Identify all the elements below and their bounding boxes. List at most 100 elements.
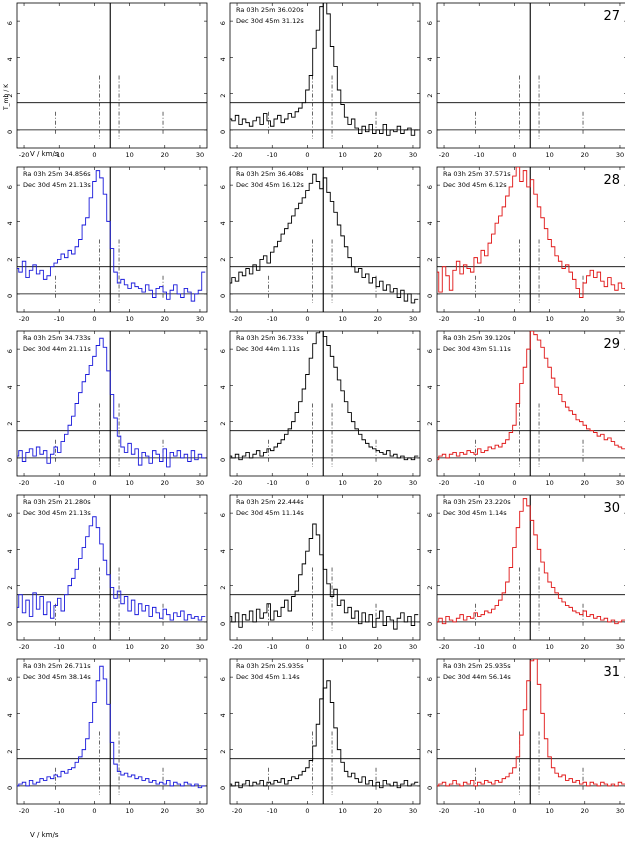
x-tick-label: 20 (374, 315, 382, 323)
x-tick-label: 20 (161, 807, 169, 815)
y-tick-label: 0 (426, 622, 434, 626)
dec-label: Dec 30d 45m 11.14s (236, 509, 304, 517)
spectrum-line (17, 170, 206, 302)
ra-label: Ra 03h 25m 39.120s (443, 334, 511, 342)
x-tick-label: -20 (439, 151, 450, 159)
ra-label: Ra 03h 25m 36.408s (236, 170, 304, 178)
y-tick-label: 2 (6, 586, 14, 590)
y-tick-label: 2 (219, 586, 227, 590)
y-tick-label: 4 (426, 221, 434, 225)
x-tick-label: 20 (161, 479, 169, 487)
x-tick-label: 0 (92, 151, 96, 159)
x-tick-label: -20 (19, 315, 30, 323)
x-tick-label: 0 (305, 807, 309, 815)
spectrum-panel: -20 -10 0 10 20 30 0 2 4 6 (426, 2, 625, 159)
y-tick-label: 2 (426, 586, 434, 590)
x-tick-label: 30 (196, 807, 204, 815)
x-tick-label: 20 (161, 643, 169, 651)
y-tick-label: 0 (426, 130, 434, 134)
spectrum-line (230, 3, 419, 136)
x-tick-label: 20 (581, 807, 589, 815)
x-tick-label: 10 (338, 807, 346, 815)
x-tick-label: -10 (267, 151, 278, 159)
x-tick-label: -10 (474, 315, 485, 323)
panel-frame (436, 166, 625, 313)
x-tick-label: -10 (267, 807, 278, 815)
y-tick-label: 2 (6, 750, 14, 754)
y-tick-label: 6 (219, 513, 227, 517)
panel-frame (436, 658, 625, 805)
x-tick-label: 0 (512, 151, 516, 159)
spectrum-panel: -20 -10 0 10 20 30 0 2 4 6 Ra 03h 25m 37.571s Dec 3… (426, 166, 625, 323)
y-tick-label: 6 (219, 349, 227, 353)
x-tick-label: 20 (374, 479, 382, 487)
panel-frame (229, 494, 421, 641)
panel-frame (16, 166, 208, 313)
ra-label: Ra 03h 25m 34.733s (23, 334, 91, 342)
x-tick-label: 0 (512, 643, 516, 651)
spectrum-panel: -20 -10 0 10 20 30 0 2 4 6 Ra 03h 25m 36.733s Dec 3… (219, 330, 421, 487)
x-tick-label: 30 (196, 479, 204, 487)
panel-frame (229, 166, 421, 313)
row-label: 31 (603, 665, 620, 680)
y-tick-label: 2 (219, 750, 227, 754)
dec-label: Dec 30d 45m 1.14s (236, 673, 300, 681)
ra-label: Ra 03h 25m 23.220s (443, 498, 511, 506)
y-tick-label: 2 (6, 94, 14, 98)
x-tick-label: 10 (125, 807, 133, 815)
y-tick-label: 2 (219, 422, 227, 426)
x-tick-label: 30 (196, 643, 204, 651)
y-tick-label: 2 (6, 258, 14, 262)
panel-frame (436, 2, 625, 149)
dec-label: Dec 30d 43m 51.11s (443, 345, 511, 353)
y-tick-label: 6 (426, 349, 434, 353)
x-tick-label: 20 (374, 807, 382, 815)
y-tick-label: 4 (426, 713, 434, 717)
row-label: 28 (603, 173, 620, 188)
x-tick-label: 30 (409, 807, 417, 815)
panel-frame (229, 330, 421, 477)
ra-label: Ra 03h 25m 34.856s (23, 170, 91, 178)
x-tick-label: 10 (125, 315, 133, 323)
x-tick-label: -20 (232, 315, 243, 323)
x-tick-label: 0 (92, 643, 96, 651)
x-tick-label: -20 (439, 479, 450, 487)
spectrum-line (230, 680, 419, 789)
y-tick-label: 0 (219, 786, 227, 790)
spectrum-line (230, 173, 419, 304)
x-tick-label: 10 (125, 479, 133, 487)
y-tick-label: 6 (6, 21, 14, 25)
x-tick-label: 0 (305, 479, 309, 487)
x-tick-label: -10 (474, 643, 485, 651)
panel-frame (436, 494, 625, 641)
x-tick-label: 30 (409, 479, 417, 487)
y-tick-label: 0 (219, 622, 227, 626)
y-tick-label: 0 (6, 130, 14, 134)
x-tick-label: 20 (374, 151, 382, 159)
y-tick-label: 0 (219, 458, 227, 462)
x-tick-label: 0 (305, 315, 309, 323)
y-tick-label: 6 (426, 185, 434, 189)
dec-label: Dec 30d 45m 21.13s (23, 509, 91, 517)
x-tick-label: 30 (616, 315, 624, 323)
x-tick-label: 30 (409, 643, 417, 651)
x-tick-label: 30 (196, 315, 204, 323)
y-tick-label: 2 (219, 258, 227, 262)
y-tick-label: 4 (219, 385, 227, 389)
panel-frame (16, 2, 208, 149)
y-tick-label: 6 (219, 185, 227, 189)
spectrum-panel: -20 -10 0 10 20 30 0 2 4 6 Ra 03h 25m 36.020s Dec 3… (219, 2, 421, 159)
spectrum-panel: -20 -10 0 10 20 30 0 2 4 6 Ra 03h 25m 34.856s Dec 3… (6, 166, 208, 323)
x-tick-label: -10 (474, 151, 485, 159)
x-tick-label: -10 (54, 151, 65, 159)
x-tick-label: -10 (54, 479, 65, 487)
panel-frame (229, 658, 421, 805)
x-tick-label: -20 (439, 807, 450, 815)
panel-frame (16, 494, 208, 641)
x-tick-label: 10 (545, 151, 553, 159)
y-tick-label: 4 (219, 713, 227, 717)
y-tick-label: 0 (6, 294, 14, 298)
spectrum-panel: -20 -10 0 10 20 30 0 2 4 6 (6, 2, 208, 159)
x-axis-label: V / km/s (30, 150, 59, 158)
